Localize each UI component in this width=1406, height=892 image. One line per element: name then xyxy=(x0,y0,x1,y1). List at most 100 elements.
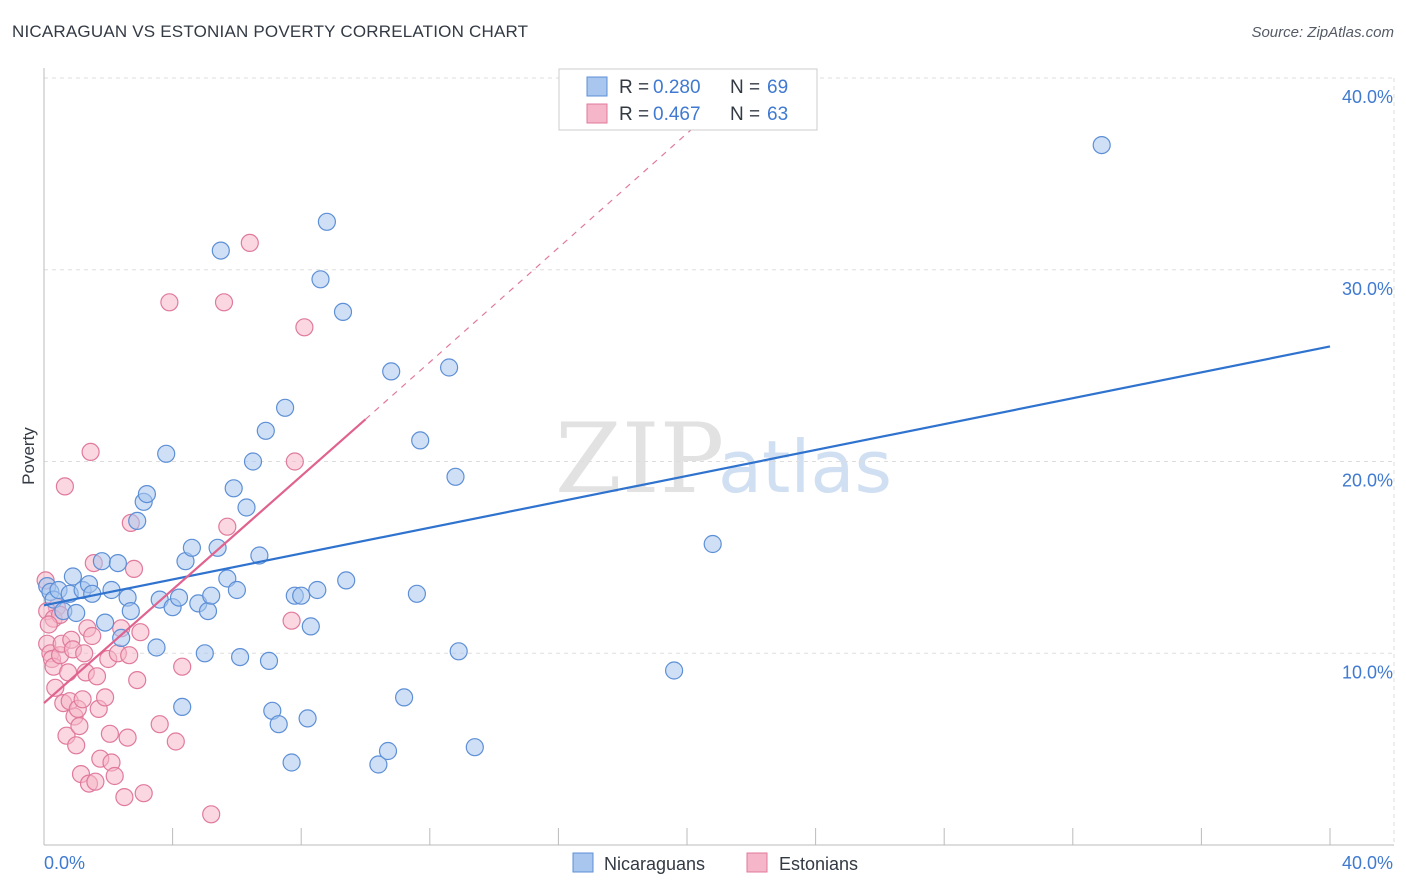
estonians-point-49 xyxy=(160,293,179,312)
nicaraguans-point-64 xyxy=(446,467,465,486)
nicaraguans-point-7 xyxy=(67,603,86,623)
bottom-legend-label-nicaraguans: Nicaraguans xyxy=(604,854,705,874)
estonians-point-45 xyxy=(128,670,147,690)
nicaraguans-point-25 xyxy=(169,588,189,607)
estonians-point-44 xyxy=(124,559,144,579)
estonians-point-55 xyxy=(240,233,259,252)
legend-r-value-2: 0.467 xyxy=(653,104,701,125)
estonians-point-62 xyxy=(39,615,58,634)
y-tick-label-10: 10.0% xyxy=(1342,662,1393,682)
estonians-point-21 xyxy=(73,690,92,709)
y-tick-labels: 10.0% 20.0% 30.0% 40.0% xyxy=(1342,87,1393,682)
legend-swatch-nicaraguans xyxy=(586,76,608,97)
estonians-point-41 xyxy=(118,728,137,747)
estonians-point-10 xyxy=(55,477,75,496)
nicaraguans-point-6 xyxy=(63,567,83,586)
nicaraguans-point-52 xyxy=(308,580,327,600)
estonians-point-40 xyxy=(115,787,134,807)
legend-n-label-2: N = xyxy=(730,104,760,125)
estonians-point-5 xyxy=(46,678,65,697)
estonians-point-30 xyxy=(87,667,107,686)
estonians-trend-extension xyxy=(365,104,720,420)
nicaraguans-point-49 xyxy=(292,586,311,605)
estonians-point-42 xyxy=(120,646,139,665)
nicaraguans-point-26 xyxy=(173,697,192,717)
estonians-point-47 xyxy=(134,784,153,803)
nicaraguans-point-46 xyxy=(276,398,295,417)
estonians-point-50 xyxy=(166,732,185,751)
estonians-point-53 xyxy=(214,293,234,312)
nicaraguans-point-31 xyxy=(198,601,218,621)
estonians-point-52 xyxy=(202,805,221,824)
nicaraguans-point-65 xyxy=(449,642,468,661)
nicaraguans-point-67 xyxy=(664,661,684,680)
nicaraguans-point-55 xyxy=(333,302,353,321)
nicaraguans-point-42 xyxy=(256,421,275,440)
watermark: ZIP atlas xyxy=(555,403,892,515)
x-tick-label-max: 40.0% xyxy=(1342,853,1393,873)
legend: R = 0.280 N = 69 R = 0.467 N = 63 xyxy=(558,68,818,131)
nicaraguans-point-60 xyxy=(395,688,414,707)
nicaraguans-point-61 xyxy=(407,584,426,603)
nicaraguans-point-11 xyxy=(92,552,112,571)
estonians-trend-line xyxy=(43,418,367,704)
nicaraguans-point-23 xyxy=(157,444,176,463)
legend-n-value-1: 69 xyxy=(767,77,788,98)
nicaraguans-point-59 xyxy=(382,362,401,381)
nicaraguans-point-62 xyxy=(411,431,430,450)
estonians-point-12 xyxy=(58,663,78,682)
nicaraguans-point-18 xyxy=(128,511,147,531)
estonians-point-48 xyxy=(150,715,169,734)
chart-title: NICARAGUAN VS ESTONIAN POVERTY CORRELATI… xyxy=(12,22,529,41)
nicaraguans-point-45 xyxy=(269,715,288,734)
nicaraguans-point-14 xyxy=(108,553,128,573)
y-tick-label-30: 30.0% xyxy=(1342,279,1393,299)
legend-r-value-1: 0.280 xyxy=(653,77,701,98)
bottom-legend: Nicaraguans Estonians xyxy=(572,852,858,874)
nicaraguans-point-57 xyxy=(369,755,388,774)
bottom-legend-swatch-nicaraguans xyxy=(572,852,594,873)
nicaraguans-point-12 xyxy=(95,613,115,632)
nicaraguans-point-69 xyxy=(1092,136,1111,155)
nicaraguans-trend-line xyxy=(43,345,1331,607)
nicaraguans-point-34 xyxy=(211,241,230,260)
chart-source: Source: ZipAtlas.com xyxy=(1251,24,1394,41)
estonians-point-17 xyxy=(67,736,86,755)
nicaraguans-point-56 xyxy=(337,571,356,590)
axes xyxy=(43,68,1394,846)
estonians-point-27 xyxy=(83,626,102,646)
x-ticks xyxy=(43,828,1331,845)
nicaraguans-point-50 xyxy=(298,709,317,728)
estonians-point-58 xyxy=(295,318,314,337)
estonians-points xyxy=(36,233,314,824)
nicaraguans-points xyxy=(38,136,1111,774)
legend-n-label-1: N = xyxy=(730,77,760,98)
nicaraguans-point-15 xyxy=(112,628,131,648)
estonians-point-37 xyxy=(105,766,124,786)
nicaraguans-point-51 xyxy=(301,617,320,636)
legend-n-value-2: 63 xyxy=(767,104,788,125)
nicaraguans-point-58 xyxy=(378,741,398,761)
nicaraguans-point-20 xyxy=(137,485,156,504)
legend-r-label-2: R = xyxy=(619,104,649,125)
nicaraguans-point-36 xyxy=(224,479,243,498)
bottom-legend-swatch-estonians xyxy=(746,852,768,873)
nicaraguans-point-39 xyxy=(237,498,256,517)
nicaraguans-point-47 xyxy=(282,753,301,772)
nicaraguans-point-21 xyxy=(147,638,166,657)
watermark-atlas: atlas xyxy=(718,425,892,509)
y-axis-label: Poverty xyxy=(19,427,38,485)
estonians-point-22 xyxy=(75,644,94,663)
nicaraguans-point-17 xyxy=(121,601,140,621)
nicaraguans-point-40 xyxy=(243,452,263,471)
legend-r-label-1: R = xyxy=(619,77,649,98)
nicaraguans-point-53 xyxy=(311,270,330,289)
bottom-legend-label-estonians: Estonians xyxy=(779,854,858,874)
estonians-point-35 xyxy=(100,724,120,743)
nicaraguans-point-30 xyxy=(195,644,214,663)
estonians-point-26 xyxy=(81,442,100,461)
nicaraguans-point-54 xyxy=(317,212,336,231)
nicaraguans-point-37 xyxy=(227,580,246,600)
nicaraguans-point-43 xyxy=(259,651,279,671)
